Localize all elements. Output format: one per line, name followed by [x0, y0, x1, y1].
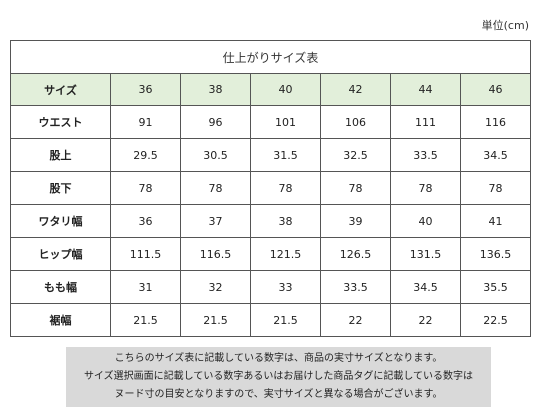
- table-cell: 22.5: [460, 303, 531, 337]
- size-header-cell: 40: [250, 73, 321, 106]
- table-row: 股上 29.5 30.5 31.5 32.5 33.5 34.5: [10, 138, 531, 172]
- table-cell: 91: [110, 105, 181, 139]
- table-cell: 116.5: [180, 237, 251, 271]
- table-cell: 21.5: [110, 303, 181, 337]
- table-cell: 30.5: [180, 138, 251, 172]
- table-cell: 21.5: [250, 303, 321, 337]
- table-cell: 116: [460, 105, 531, 139]
- table-cell: 78: [180, 171, 251, 205]
- size-header-cell: 38: [180, 73, 251, 106]
- size-header-cell: 46: [460, 73, 531, 106]
- row-label-hem-width: 裾幅: [10, 303, 111, 337]
- table-title: 仕上がりサイズ表: [10, 40, 531, 74]
- row-label-waist: ウエスト: [10, 105, 111, 139]
- table-cell: 126.5: [320, 237, 391, 271]
- size-header-row: サイズ 36 38 40 42 44 46: [10, 73, 531, 106]
- table-cell: 40: [390, 204, 461, 238]
- table-cell: 106: [320, 105, 391, 139]
- table-cell: 34.5: [460, 138, 531, 172]
- row-label-rise: 股上: [10, 138, 111, 172]
- table-cell: 21.5: [180, 303, 251, 337]
- table-row: ウエスト 91 96 101 106 111 116: [10, 105, 531, 139]
- table-cell: 33.5: [390, 138, 461, 172]
- table-cell: 96: [180, 105, 251, 139]
- note-line: こちらのサイズ表に記載している数字は、商品の実寸サイズとなります。: [114, 353, 443, 364]
- table-cell: 31.5: [250, 138, 321, 172]
- table-cell: 33.5: [320, 270, 391, 304]
- size-header-cell: 42: [320, 73, 391, 106]
- table-cell: 32.5: [320, 138, 391, 172]
- note-line: サイズ選択画面に記載している数字あるいはお届けした商品タグに記載している数字は: [83, 371, 474, 382]
- table-title-row: 仕上がりサイズ表: [10, 40, 531, 74]
- table-cell: 111: [390, 105, 461, 139]
- table-cell: 41: [460, 204, 531, 238]
- table-cell: 33: [250, 270, 321, 304]
- table-row: 股下 78 78 78 78 78 78: [10, 171, 531, 205]
- table-cell: 136.5: [460, 237, 531, 271]
- table-row: ヒップ幅 111.5 116.5 121.5 126.5 131.5 136.5: [10, 237, 531, 271]
- size-header-cell: 44: [390, 73, 461, 106]
- table-cell: 78: [250, 171, 321, 205]
- size-header-cell: 36: [110, 73, 181, 106]
- table-cell: 78: [110, 171, 181, 205]
- row-label-inseam: 股下: [10, 171, 111, 205]
- table-cell: 22: [390, 303, 461, 337]
- table-cell: 111.5: [110, 237, 181, 271]
- table-row: もも幅 31 32 33 33.5 34.5 35.5: [10, 270, 531, 304]
- table-cell: 121.5: [250, 237, 321, 271]
- row-label-thigh: もも幅: [10, 270, 111, 304]
- table-cell: 38: [250, 204, 321, 238]
- table-cell: 29.5: [110, 138, 181, 172]
- table-cell: 37: [180, 204, 251, 238]
- size-table: 仕上がりサイズ表 サイズ 36 38 40 42 44 46 ウエスト 91 9…: [10, 40, 531, 337]
- row-label-hip-width: ヒップ幅: [10, 237, 111, 271]
- table-cell: 131.5: [390, 237, 461, 271]
- row-label-thigh-width: ワタリ幅: [10, 204, 111, 238]
- note-line: ヌード寸の目安となりますので、実寸サイズと異なる場合がございます。: [114, 389, 443, 400]
- table-cell: 22: [320, 303, 391, 337]
- table-cell: 36: [110, 204, 181, 238]
- table-cell: 78: [390, 171, 461, 205]
- table-cell: 35.5: [460, 270, 531, 304]
- size-header-label: サイズ: [10, 73, 111, 106]
- table-cell: 101: [250, 105, 321, 139]
- table-cell: 31: [110, 270, 181, 304]
- table-cell: 34.5: [390, 270, 461, 304]
- table-cell: 39: [320, 204, 391, 238]
- table-cell: 32: [180, 270, 251, 304]
- table-cell: 78: [320, 171, 391, 205]
- table-row: 裾幅 21.5 21.5 21.5 22 22 22.5: [10, 303, 531, 337]
- measurement-note: こちらのサイズ表に記載している数字は、商品の実寸サイズとなります。 サイズ選択画…: [66, 347, 491, 407]
- table-cell: 78: [460, 171, 531, 205]
- unit-label: 単位(cm): [481, 19, 529, 32]
- table-row: ワタリ幅 36 37 38 39 40 41: [10, 204, 531, 238]
